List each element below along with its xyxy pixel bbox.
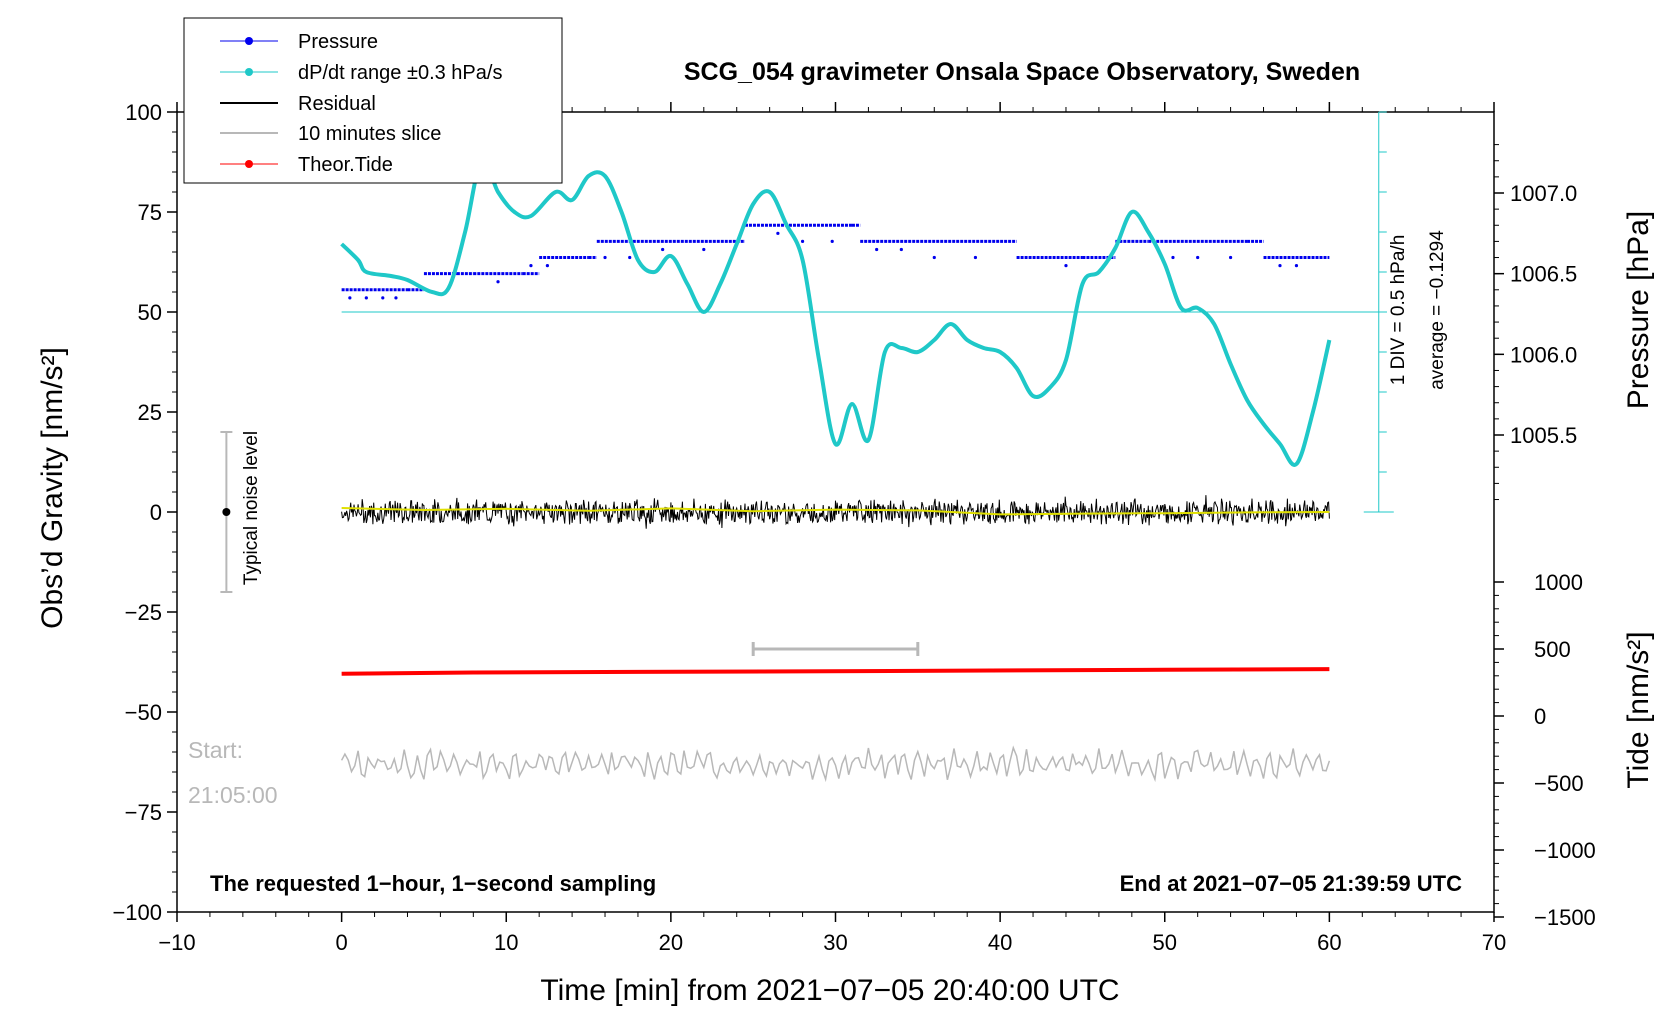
pressure-point (529, 264, 533, 268)
pressure-point (1171, 255, 1175, 260)
tide-axis-title: Tide [nm/s²] (1622, 631, 1655, 788)
pressure-point (364, 296, 368, 300)
y-axis-gravity: −100 −75 −50 −25 0 25 50 75 100 (112, 100, 177, 925)
legend-label-dpdt: dP/dt range ±0.3 hPa/s (298, 62, 502, 84)
y-tick-label: −75 (125, 800, 162, 825)
residual-trace (341, 495, 1330, 529)
pressure-point (348, 296, 352, 300)
y-tick-label: 75 (138, 200, 162, 225)
y-tick-label: 0 (150, 500, 162, 525)
tide-tick-label: −500 (1534, 771, 1584, 796)
pressure-point (545, 264, 550, 268)
legend-label-residual: Residual (298, 93, 376, 115)
y-axis-pressure: 1005.5 1006.0 1006.5 1007.0 (1494, 144, 1577, 501)
pressure-point (973, 255, 978, 260)
pressure-point (1229, 255, 1233, 260)
tide-tick-label: −1000 (1534, 838, 1596, 863)
legend-marker-dpdt (245, 68, 253, 76)
legend-marker-pressure (245, 37, 253, 45)
y-tick-label: −25 (125, 600, 162, 625)
x-tick-label: 50 (1153, 930, 1177, 955)
y-tick-label: −100 (112, 900, 162, 925)
pressure-tick-label: 1006.5 (1510, 262, 1577, 287)
pressure-point (1278, 264, 1282, 268)
pressure-tick-label: 1006.0 (1510, 342, 1577, 367)
y-tick-label: 100 (125, 100, 162, 125)
slice-series (340, 642, 1331, 783)
pressure-point (830, 239, 834, 243)
pressure-point (1294, 264, 1299, 268)
slice-trace (340, 745, 1331, 783)
dpdt-div-label: 1 DIV = 0.5 hPa/h (1388, 235, 1409, 386)
pressure-tick-label: 1007.0 (1510, 181, 1577, 206)
x-tick-label: 20 (659, 930, 683, 955)
pressure-point (603, 255, 607, 260)
dpdt-series (340, 157, 1332, 467)
tide-tick-label: 1000 (1534, 570, 1583, 595)
legend-label-pressure: Pressure (298, 31, 378, 53)
pressure-point (496, 280, 500, 284)
legend: Pressure dP/dt range ±0.3 hPa/s Residual… (183, 17, 563, 184)
pressure-point (800, 239, 805, 243)
pressure-point (899, 247, 903, 252)
pressure-point (932, 255, 936, 260)
legend-item-slice: 10 minutes slice (220, 123, 441, 145)
y-axis-title: Obs’d Gravity [nm/s²] (36, 347, 69, 629)
dpdt-average-label: average = −0.1294 (1427, 230, 1448, 390)
pressure-tick-label: 1005.5 (1510, 423, 1577, 448)
legend-item-pressure: Pressure (220, 31, 378, 53)
x-tick-label: 40 (988, 930, 1012, 955)
legend-item-residual: Residual (220, 93, 376, 115)
footer-right-note: End at 2021−07−05 21:39:59 UTC (1120, 871, 1463, 896)
pressure-point (702, 247, 706, 252)
start-label: Start: (188, 737, 243, 763)
legend-item-dpdt: dP/dt range ±0.3 hPa/s (220, 62, 502, 84)
residual-series (341, 495, 1330, 529)
y-axis-tide: −1500 −1000 −500 0 500 1000 (1494, 570, 1596, 930)
noise-level-indicator (220, 431, 233, 593)
pressure-point (1196, 255, 1200, 260)
tide-tick-label: 500 (1534, 637, 1571, 662)
tide-tick-label: 0 (1534, 704, 1546, 729)
pressure-axis-title: Pressure [hPa] (1622, 211, 1655, 409)
x-tick-label: −10 (158, 930, 195, 955)
x-tick-label: 0 (336, 930, 348, 955)
start-time: 21:05:00 (188, 782, 278, 808)
x-tick-label: 10 (494, 930, 518, 955)
pressure-point (776, 231, 780, 235)
pressure-point (875, 247, 879, 252)
y-tick-label: −50 (125, 700, 162, 725)
tide-line (341, 667, 1330, 676)
pressure-point (628, 255, 632, 260)
y-tick-label: 25 (138, 400, 162, 425)
pressure-point (661, 247, 665, 252)
footer-left-note: The requested 1−hour, 1−second sampling (210, 871, 656, 896)
legend-marker-tide (245, 160, 253, 168)
legend-label-slice: 10 minutes slice (298, 123, 441, 145)
x-tick-label: 70 (1482, 930, 1506, 955)
noise-center-dot (222, 508, 231, 516)
tide-tick-label: −1500 (1534, 905, 1596, 930)
y-tick-label: 50 (138, 300, 162, 325)
dpdt-scale-axis (1363, 111, 1394, 513)
chart-title: SCG_054 gravimeter Onsala Space Observat… (684, 58, 1360, 86)
x-axis-title: Time [min] from 2021−07−05 20:40:00 UTC (540, 974, 1119, 1007)
pressure-point (381, 296, 385, 300)
tide-series (341, 667, 1330, 676)
residual-smooth (341, 507, 1330, 516)
x-tick-label: 30 (823, 930, 847, 955)
pressure-point (1064, 264, 1068, 268)
x-tick-label: 60 (1317, 930, 1341, 955)
legend-item-tide: Theor.Tide (220, 154, 393, 176)
pressure-point (394, 296, 398, 300)
legend-box (183, 17, 563, 184)
dpdt-curve (340, 157, 1332, 467)
noise-level-label: Typical noise level (241, 431, 262, 585)
legend-label-tide: Theor.Tide (298, 154, 393, 176)
